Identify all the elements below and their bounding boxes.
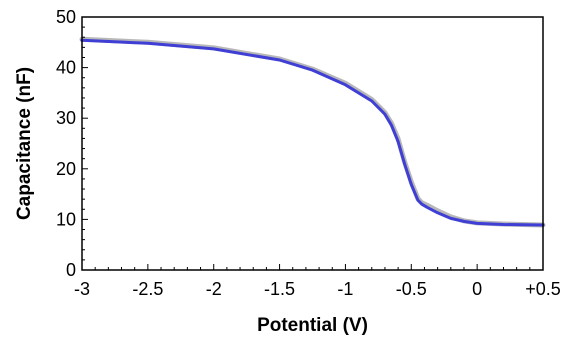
y-tick-label: 40	[56, 58, 76, 78]
ticks-layer: 0 10 20 30 40 50 -3 -2.5 -2 -1.5 -1 -0.5 0 +0.5	[56, 7, 561, 299]
y-axis-title: Capacitance (nF)	[14, 67, 35, 220]
x-tick-label: -0.5	[396, 279, 427, 299]
x-tick-label: -3	[74, 279, 90, 299]
series-line-1	[79, 36, 546, 228]
y-tick-label: 30	[56, 108, 76, 128]
y-tick-label: 10	[56, 209, 76, 229]
y-tick-label: 20	[56, 159, 76, 179]
x-tick-label: +0.5	[525, 279, 561, 299]
plot-frame	[81, 16, 544, 271]
x-tick-label: -1	[337, 279, 353, 299]
x-tick-label: -1.5	[264, 279, 295, 299]
series-line-2	[80, 38, 545, 227]
x-tick-label: 0	[472, 279, 482, 299]
y-tick-label: 50	[56, 7, 76, 27]
y-tick-label: 0	[66, 260, 76, 280]
x-axis-title: Potential (V)	[257, 315, 368, 336]
x-tick-label: -2.5	[132, 279, 163, 299]
series-layer	[79, 36, 546, 228]
x-tick-label: -2	[206, 279, 222, 299]
